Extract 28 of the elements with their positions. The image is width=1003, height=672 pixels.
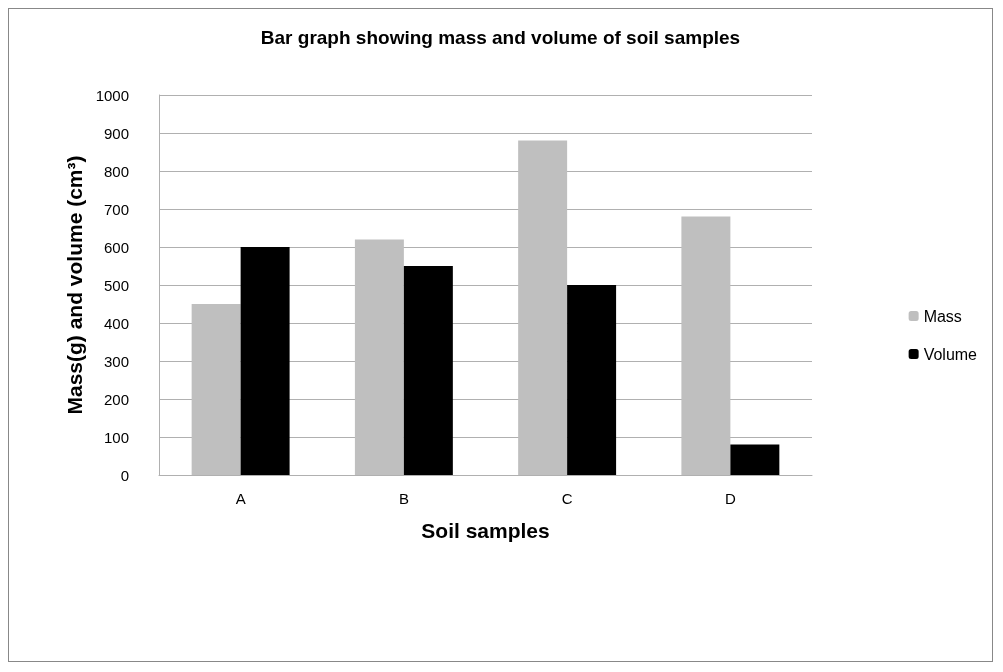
bar [191, 304, 241, 475]
x-tick-label: D [724, 490, 736, 507]
legend-label: Mass [923, 307, 962, 325]
x-axis-title: Soil samples [421, 519, 550, 542]
y-tick-label: 100 [103, 428, 129, 446]
x-tick-label: C [561, 490, 573, 507]
legend-label: Volume [923, 345, 978, 363]
bar [240, 247, 290, 475]
x-tick-label: A [235, 490, 246, 507]
chart-title: Bar graph showing mass and volume of soil samples [260, 27, 741, 48]
bar [518, 140, 568, 475]
y-tick-label: 700 [103, 200, 129, 218]
y-tick-label: 500 [103, 276, 129, 294]
y-tick-label: 200 [103, 390, 129, 408]
y-tick-label: 300 [103, 352, 129, 370]
y-tick-label: 600 [103, 238, 129, 256]
bar [681, 216, 731, 475]
x-tick-label: B [398, 490, 409, 507]
y-tick-label: 400 [103, 314, 129, 332]
bar [403, 266, 453, 475]
y-tick-label: 1000 [95, 86, 129, 104]
bar [730, 444, 780, 475]
bar [354, 239, 404, 475]
bar [567, 285, 617, 475]
y-axis-title: Mass(g) and volume (cm³) [62, 155, 86, 415]
y-tick-label: 900 [103, 124, 129, 142]
y-tick-label: 0 [120, 466, 129, 484]
y-tick-label: 800 [103, 162, 129, 180]
